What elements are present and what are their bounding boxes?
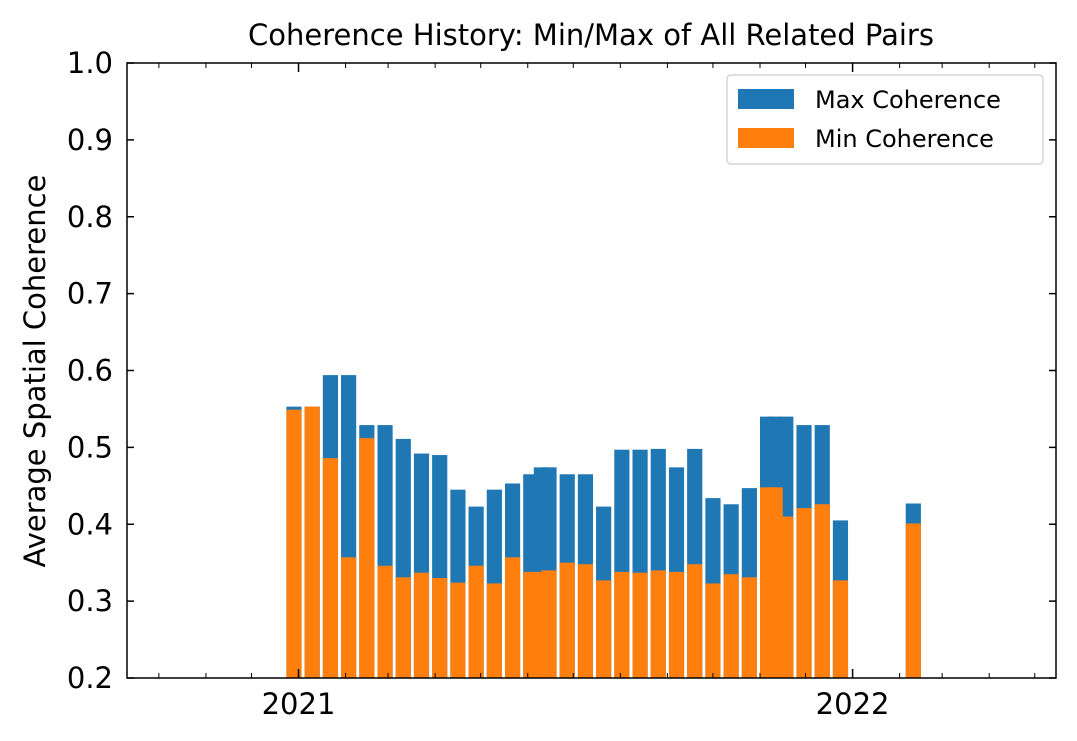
bar-min-8	[432, 578, 448, 678]
bar-min-21	[650, 570, 666, 679]
legend-swatch-max	[738, 89, 794, 109]
bar-min-25	[723, 574, 739, 678]
bar-min-7	[413, 572, 430, 678]
y-tick-label-4: 0.6	[67, 354, 113, 388]
bar-min-24	[705, 583, 721, 678]
bar-min-11	[486, 583, 502, 678]
bar-min-1	[304, 406, 320, 678]
y-tick-label-3: 0.5	[67, 430, 113, 464]
bar-min-31	[814, 504, 830, 678]
bar-min-15	[541, 570, 557, 679]
bar-min-0	[286, 409, 302, 678]
bar-min-3	[341, 557, 357, 678]
legend-label-max: Max Coherence	[815, 86, 1001, 114]
bar-min-9	[450, 582, 466, 678]
y-tick-label-2: 0.4	[67, 507, 113, 541]
bar-min-19	[614, 571, 630, 678]
bar-min-10	[468, 565, 484, 678]
x-tick-label-0: 2021	[262, 687, 336, 721]
y-axis-ticks: 0.2 0.3 0.4 0.5 0.6 0.7 0.8 0.9 1.0	[67, 46, 1056, 695]
y-axis-label: Average Spatial Coherence	[18, 175, 52, 568]
bar-min-4	[359, 438, 375, 678]
bar-min-18	[596, 580, 612, 678]
bar-min-2	[322, 458, 338, 678]
y-tick-label-0: 0.2	[67, 661, 113, 695]
y-tick-label-1: 0.3	[67, 584, 113, 618]
legend-swatch-min	[738, 128, 794, 148]
min-coherence-bars	[286, 406, 921, 679]
bar-min-26	[741, 577, 757, 678]
y-tick-label-5: 0.7	[67, 277, 113, 311]
bar-min-33	[905, 523, 921, 678]
bar-min-12	[504, 557, 521, 678]
legend-label-min: Min Coherence	[815, 125, 994, 153]
x-axis-ticks: 2021 2022	[158, 63, 1036, 721]
bar-min-32	[832, 580, 849, 678]
bar-min-17	[577, 564, 594, 678]
bar-min-30	[796, 508, 812, 678]
y-tick-label-6: 0.8	[67, 200, 113, 234]
bar-min-20	[632, 572, 648, 678]
y-tick-label-8: 1.0	[67, 46, 113, 80]
bar-min-6	[395, 577, 411, 678]
legend: Max Coherence Min Coherence	[726, 74, 1044, 165]
legend-frame	[726, 74, 1044, 165]
bar-min-29	[778, 516, 794, 678]
y-tick-label-7: 0.9	[67, 123, 113, 157]
bar-min-5	[377, 565, 393, 678]
x-tick-label-1: 2022	[816, 687, 890, 721]
bar-min-22	[668, 571, 685, 678]
bar-min-23	[687, 564, 703, 678]
bar-min-16	[559, 562, 575, 678]
chart-title: Coherence History: Min/Max of All Relate…	[248, 18, 934, 52]
